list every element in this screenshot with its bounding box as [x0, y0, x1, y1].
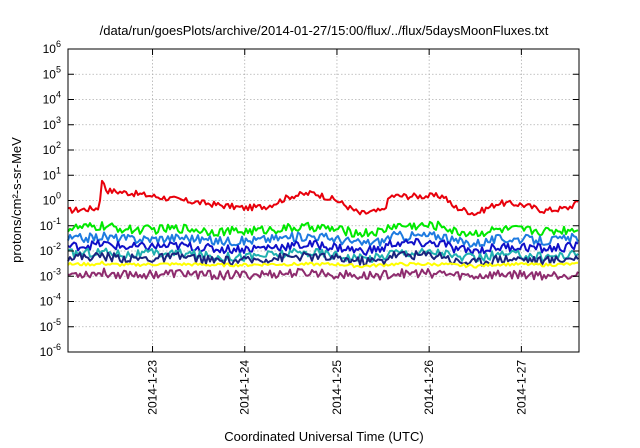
- x-tick-label: 2014-1-24: [238, 360, 252, 415]
- series-line-1: [67, 179, 579, 217]
- x-tick-label: 2014-1-25: [330, 360, 344, 415]
- y-tick-label: 10-5: [40, 317, 61, 334]
- y-tick-label: 105: [43, 64, 61, 81]
- series-line-3: [67, 230, 579, 248]
- series-line-6: [67, 250, 579, 267]
- y-tick-label: 100: [43, 191, 61, 208]
- x-tick-label: 2014-1-27: [514, 360, 528, 415]
- chart-title: /data/run/goesPlots/archive/2014-01-27/1…: [100, 23, 549, 38]
- axis-ticks: 10-6 10-5 10-4 10-3 10-2 10-1 100 101 102 103 104 1…: [40, 39, 579, 415]
- x-tick-label: 2014-1-23: [146, 360, 160, 415]
- y-tick-label: 104: [43, 90, 61, 107]
- y-tick-label: 106: [43, 39, 61, 56]
- y-tick-label: 10-4: [40, 292, 61, 309]
- y-tick-label: 10-6: [40, 342, 61, 359]
- series-line-2: [67, 220, 579, 238]
- series-line-7: [67, 260, 579, 269]
- y-tick-label: 10-3: [40, 266, 61, 283]
- series-lines: [67, 179, 579, 281]
- series-line-8: [68, 267, 579, 281]
- y-tick-label: 103: [43, 115, 61, 132]
- y-tick-label: 10-1: [40, 216, 61, 233]
- y-tick-label: 10-2: [40, 241, 61, 258]
- x-axis-title: Coordinated Universal Time (UTC): [224, 429, 423, 444]
- x-tick-label: 2014-1-26: [422, 360, 436, 415]
- y-tick-label: 101: [43, 165, 61, 182]
- series-line-4: [67, 237, 579, 256]
- y-tick-label: 102: [43, 140, 61, 157]
- y-axis-title: protons/cm²-s-sr-MeV: [9, 137, 24, 263]
